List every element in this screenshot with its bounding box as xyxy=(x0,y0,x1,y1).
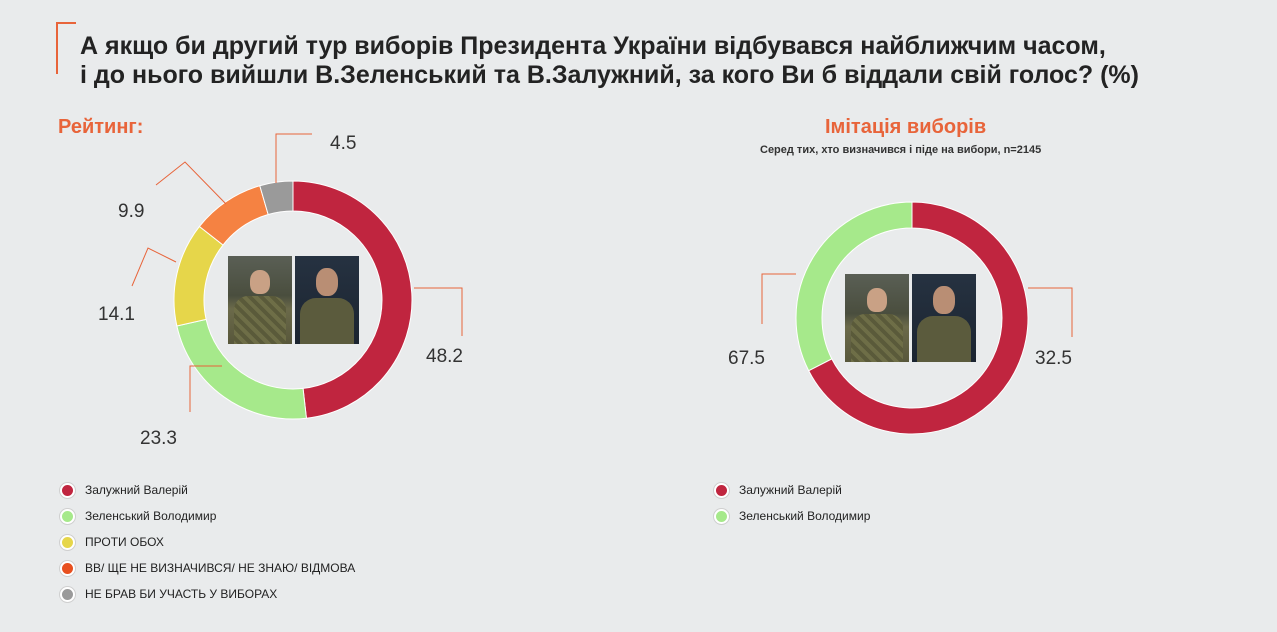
title-accent-bracket xyxy=(56,22,76,74)
legend-dot-icon xyxy=(60,560,75,576)
legend-item-zelenskyi: Зеленський Володимир xyxy=(714,503,870,529)
candidates-photo-right xyxy=(845,274,976,362)
legend-item-zaluzhnyi: Залужний Валерій xyxy=(60,477,355,503)
slice-value-label: 14.1 xyxy=(98,304,135,325)
slice-value-label: 48.2 xyxy=(426,346,463,367)
leader-line xyxy=(1028,287,1073,337)
slice-value-label: 9.9 xyxy=(118,201,144,222)
legend-label: НЕ БРАВ БИ УЧАСТЬ У ВИБОРАХ xyxy=(85,587,278,601)
donut-slice xyxy=(795,201,913,372)
leader-line xyxy=(275,133,312,183)
zelenskyi-photo-icon xyxy=(912,274,976,362)
slice-value-label: 67.5 xyxy=(728,348,765,369)
leader-line xyxy=(155,161,227,205)
legend-label: Залужний Валерій xyxy=(85,483,188,497)
donut-slice xyxy=(807,201,1029,435)
legend-dot-icon xyxy=(714,508,729,524)
legend-dot-icon xyxy=(60,534,75,550)
legend-item-undecided: ВВ/ ЩЕ НЕ ВИЗНАЧИВСЯ/ НЕ ЗНАЮ/ ВІДМОВА xyxy=(60,555,355,581)
legend-dot-icon xyxy=(60,586,75,602)
legend-label: ВВ/ ЩЕ НЕ ВИЗНАЧИВСЯ/ НЕ ЗНАЮ/ ВІДМОВА xyxy=(85,561,356,575)
legend-dot-icon xyxy=(60,508,75,524)
simulation-legend: Залужний Валерій Зеленський Володимир xyxy=(714,477,870,529)
legend-item-against-both: ПРОТИ ОБОХ xyxy=(60,529,355,555)
leader-line xyxy=(414,287,463,336)
slice-value-label: 23.3 xyxy=(140,428,177,449)
simulation-sublabel: Серед тих, хто визначився і піде на вибо… xyxy=(760,144,1042,156)
donut-slice xyxy=(292,180,413,419)
candidates-photo-left xyxy=(228,256,359,344)
page-title: А якщо би другий тур виборів Президента … xyxy=(80,32,1200,90)
leader-line xyxy=(131,247,177,287)
legend-label: Зеленський Володимир xyxy=(85,509,217,523)
donut-slice xyxy=(259,180,294,216)
legend-label: Залужний Валерій xyxy=(739,483,842,497)
zaluzhnyi-photo-icon xyxy=(845,274,909,362)
legend-label: ПРОТИ ОБОХ xyxy=(85,535,164,549)
leader-line xyxy=(761,273,796,324)
title-line-2: і до нього вийшли В.Зеленський та В.Залу… xyxy=(80,61,1139,89)
zaluzhnyi-photo-icon xyxy=(228,256,292,344)
leader-line xyxy=(189,365,222,412)
slice-value-label: 32.5 xyxy=(1035,348,1072,369)
legend-item-not-voting: НЕ БРАВ БИ УЧАСТЬ У ВИБОРАХ xyxy=(60,581,355,607)
slice-value-label: 4.5 xyxy=(330,133,356,154)
legend-item-zelenskyi: Зеленський Володимир xyxy=(60,503,355,529)
simulation-label: Імітація виборів xyxy=(825,116,987,138)
title-line-1: А якщо би другий тур виборів Президента … xyxy=(80,32,1106,60)
zelenskyi-photo-icon xyxy=(295,256,359,344)
rating-legend: Залужний Валерій Зеленський Володимир ПР… xyxy=(60,477,355,607)
legend-label: Зеленський Володимир xyxy=(739,509,871,523)
legend-item-zaluzhnyi: Залужний Валерій xyxy=(714,477,870,503)
legend-dot-icon xyxy=(714,482,729,498)
rating-label: Рейтинг: xyxy=(58,116,144,138)
legend-dot-icon xyxy=(60,482,75,498)
